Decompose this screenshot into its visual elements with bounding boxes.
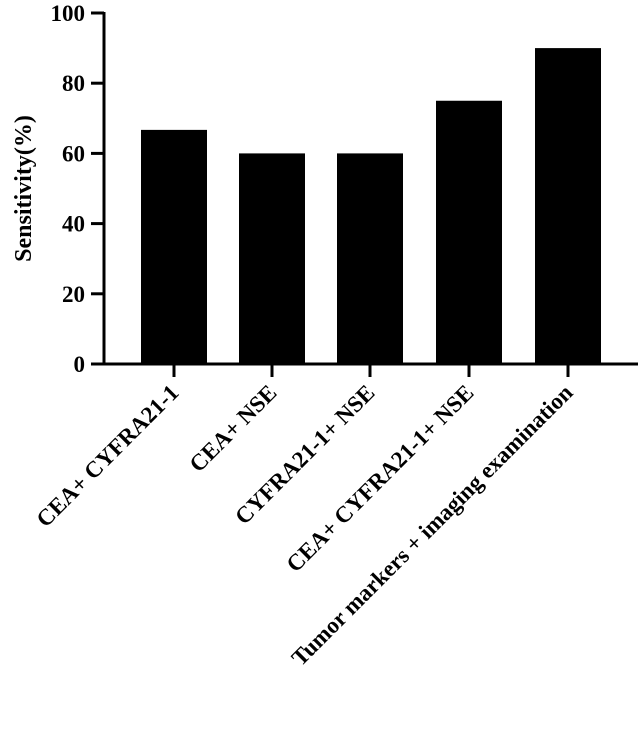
bar-5	[535, 48, 601, 364]
bar-2	[239, 153, 305, 364]
y-axis-title: Sensitivity(%)	[11, 115, 37, 262]
y-tick-label-20: 20	[62, 282, 85, 307]
y-tick-label-40: 40	[62, 212, 85, 237]
x-category-label-1: CEA+ CYFRA21-1	[31, 380, 183, 532]
y-tick-label-0: 0	[74, 352, 86, 377]
bar-3	[337, 153, 403, 364]
x-category-label-2: CEA+ NSE	[185, 380, 282, 477]
y-tick-label-60: 60	[62, 141, 85, 166]
y-tick-label-80: 80	[62, 71, 85, 96]
bar-4	[436, 100, 502, 364]
bar-1	[141, 129, 207, 364]
x-category-label-4: CEA+ CYFRA21-1+ NSE	[281, 380, 478, 577]
y-tick-label-100: 100	[51, 1, 86, 26]
